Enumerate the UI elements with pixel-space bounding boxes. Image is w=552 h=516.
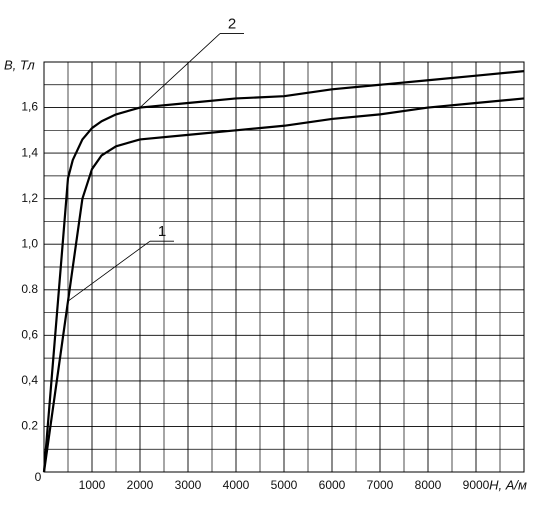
x-tick-label: 7000 bbox=[367, 478, 394, 492]
x-tick-label: 6000 bbox=[319, 478, 346, 492]
leader-line bbox=[67, 240, 151, 302]
leader-line bbox=[139, 33, 221, 108]
x-tick-label: 9000 bbox=[463, 478, 490, 492]
series-label: 1 bbox=[158, 223, 166, 240]
x-tick-label: 8000 bbox=[415, 478, 442, 492]
curve bbox=[42, 97, 525, 473]
y-axis-label: B, Тл bbox=[4, 57, 35, 72]
y-tick-label: 0.8 bbox=[21, 282, 38, 296]
y-tick-label: 0,6 bbox=[21, 328, 38, 342]
x-tick-label: 5000 bbox=[271, 478, 298, 492]
y-tick-label: 1,0 bbox=[21, 236, 38, 250]
y-tick-label: 1,6 bbox=[21, 100, 38, 114]
series-label: 2 bbox=[228, 16, 236, 33]
x-tick-label: 2000 bbox=[127, 478, 154, 492]
y-tick-label: 1,4 bbox=[21, 145, 38, 159]
y-tick-label: 0.2 bbox=[21, 419, 38, 433]
x-axis-label: H, А/м bbox=[489, 477, 527, 492]
x-tick-label: 0 bbox=[35, 470, 42, 484]
curve bbox=[42, 70, 525, 473]
y-tick-label: 1,2 bbox=[21, 191, 38, 205]
x-tick-label: 1000 bbox=[79, 478, 106, 492]
x-tick-label: 4000 bbox=[223, 478, 250, 492]
x-tick-label: 3000 bbox=[175, 478, 202, 492]
y-tick-label: 0,4 bbox=[21, 373, 38, 387]
plot-frame bbox=[43, 61, 525, 473]
